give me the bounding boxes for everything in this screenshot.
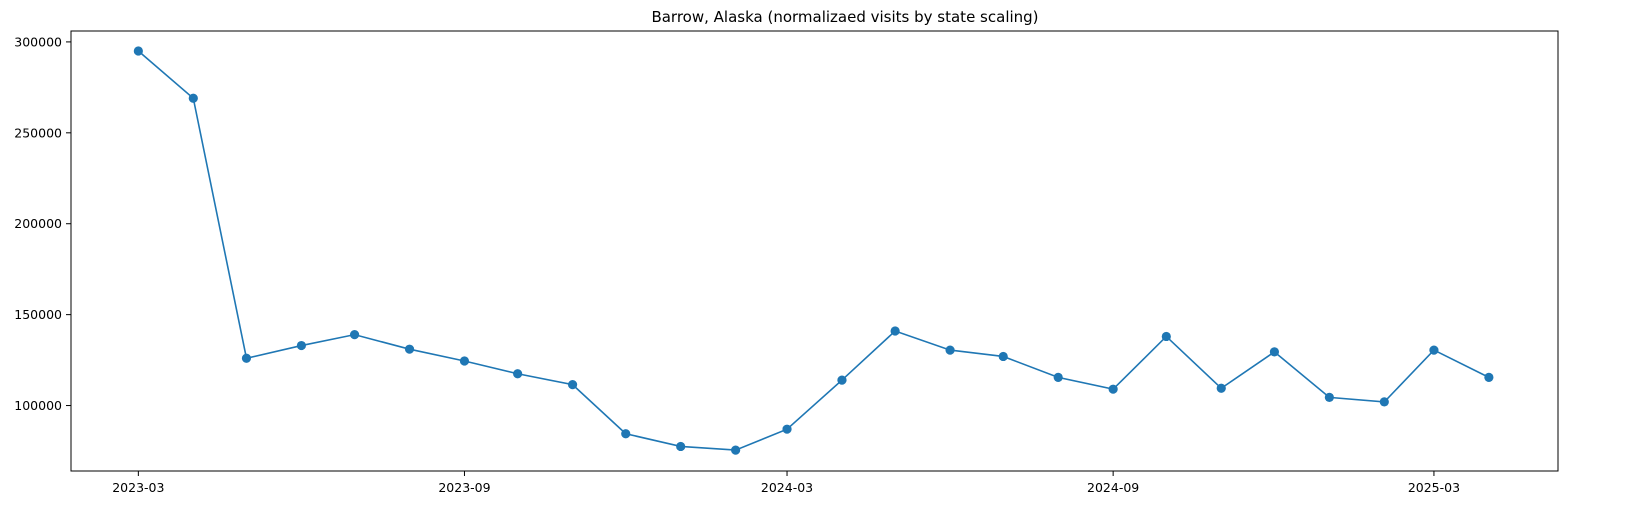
y-tick-label: 150000 — [14, 307, 62, 322]
chart-title: Barrow, Alaska (normalizaed visits by st… — [651, 8, 1038, 26]
data-point — [1429, 345, 1439, 355]
data-point — [1379, 397, 1389, 407]
y-tick-label: 250000 — [14, 125, 62, 140]
data-point — [1484, 372, 1494, 382]
y-tick-label: 200000 — [14, 216, 62, 231]
plot-area: 100000 150000 200000 250000 300000 2023-03 202… — [14, 30, 1559, 495]
y-tick-label: 300000 — [14, 34, 62, 49]
data-point — [1324, 392, 1334, 402]
x-tick-label: 2023-03 — [112, 480, 164, 495]
data-point — [349, 330, 360, 340]
data-point — [188, 93, 198, 103]
data-point — [296, 340, 307, 351]
data-point — [459, 356, 470, 366]
data-point — [945, 345, 955, 355]
data-point — [890, 326, 900, 336]
x-tick-label: 2024-03 — [761, 480, 813, 495]
data-point — [404, 344, 415, 354]
data-point — [837, 375, 847, 385]
data-point — [513, 369, 523, 379]
y-tick-label: 100000 — [14, 398, 62, 413]
x-tick-label: 2024-09 — [1087, 480, 1139, 495]
axes-frame — [70, 30, 1559, 472]
x-tick-label: 2023-09 — [438, 480, 490, 495]
data-point — [1269, 347, 1280, 357]
x-tick-label: 2025-03 — [1408, 480, 1460, 495]
data-point — [241, 353, 252, 363]
data-point — [1161, 331, 1171, 342]
data-point — [731, 445, 741, 455]
data-point — [1108, 384, 1118, 394]
data-point — [1053, 372, 1063, 382]
data-point — [782, 424, 792, 434]
data-point — [1216, 383, 1226, 393]
series-line — [137, 50, 1490, 451]
data-point — [133, 46, 143, 56]
data-point — [567, 380, 578, 390]
data-point — [998, 351, 1008, 362]
data-point — [676, 441, 686, 452]
data-point — [621, 429, 631, 439]
